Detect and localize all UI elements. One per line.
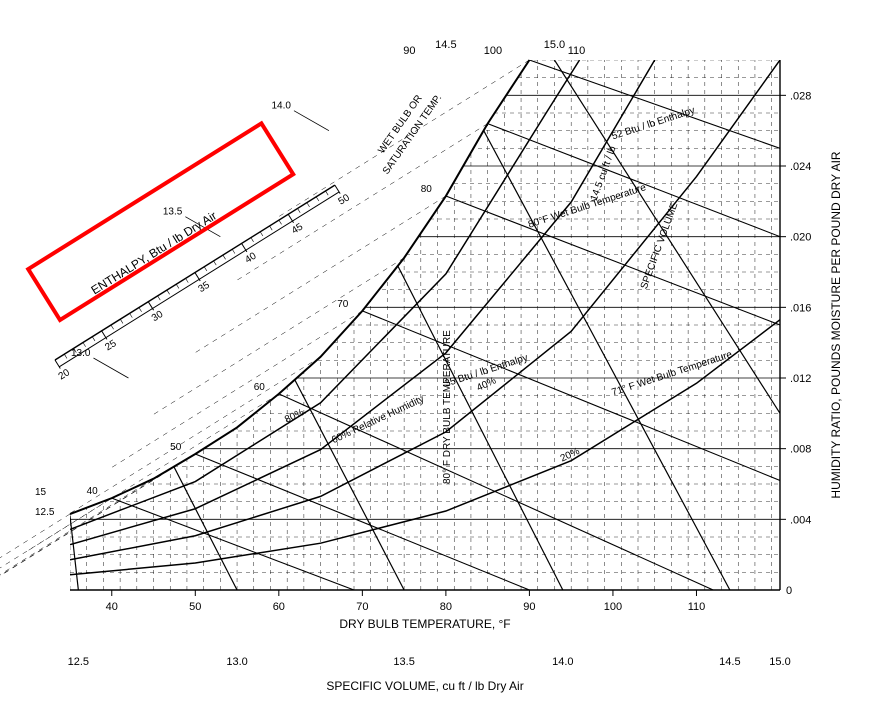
x-tick-50: 50 [189,601,201,613]
svg-text:0: 0 [786,585,792,597]
sv-tick-14.5: 14.5 [719,656,740,668]
v125: 12.5 [35,507,55,518]
sv-tick-12.5: 12.5 [68,656,89,668]
x-axis-title: DRY BULB TEMPERATURE, °F [339,617,510,631]
y-axis-title: HUMIDITY RATIO, POUNDS MOISTURE PER POUN… [829,151,843,498]
sv-top-15: 15.0 [544,39,565,51]
x-tick-80: 80 [440,601,452,613]
sat-top-100: 100 [484,45,502,57]
sv-callout-13.5: 13.5 [163,207,183,218]
x-tick-70: 70 [356,601,368,613]
y-tick: .016 [790,302,811,314]
y-tick: .020 [790,232,811,244]
y-tick: .004 [790,514,811,526]
sv-title: SPECIFIC VOLUME, cu ft / lb Dry Air [326,679,523,693]
sv-callout-14.0: 14.0 [271,101,291,112]
sat-top-90: 90 [403,45,415,57]
y-tick: .024 [790,161,811,173]
lbl-db80: 80° F DRY BULB TEMPERATURE [442,330,453,484]
y-tick: .028 [790,90,811,102]
sv-tick-13.0: 13.0 [226,656,247,668]
sv-top-14.5: 14.5 [435,39,456,51]
sv-tick-13.5: 13.5 [393,656,414,668]
wb-label-40: 40 [87,486,99,497]
sv-tick-15.0: 15.0 [769,656,790,668]
x-tick-60: 60 [273,601,285,613]
wb-label-80: 80 [421,184,433,195]
y-tick: .008 [790,444,811,456]
y-tick: .012 [790,373,811,385]
h15: 15 [35,487,47,498]
sat-top-110: 110 [568,45,586,57]
x-tick-90: 90 [523,601,535,613]
wb-label-70: 70 [337,299,349,310]
wb-label-60: 60 [254,382,266,393]
x-tick-40: 40 [106,601,118,613]
sv-tick-14.0: 14.0 [552,656,573,668]
x-tick-110: 110 [688,601,706,613]
psychrometric-chart: 40 50 60 70 80 90 100 110 DRY BULB TEMPERATURE, … [0,0,873,707]
x-tick-100: 100 [604,601,622,613]
